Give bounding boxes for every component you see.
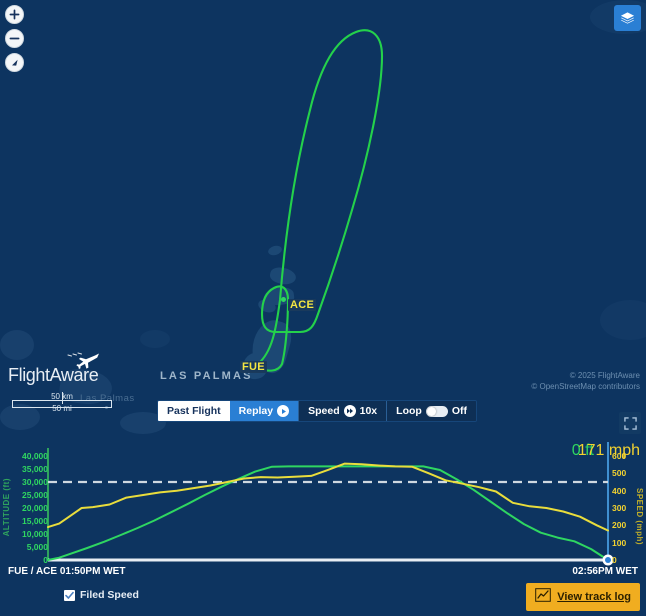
speed-tick-label: 600 xyxy=(612,451,627,461)
zoom-in-icon[interactable] xyxy=(5,5,24,24)
line-chart-icon xyxy=(535,587,552,607)
loop-toggle-switch[interactable] xyxy=(425,405,448,417)
flightaware-logo-text: FlightAware xyxy=(8,365,99,385)
timestamp-start: FUE / ACE 01:50PM WET xyxy=(8,566,126,577)
altitude-tick-label: 35,000 xyxy=(22,464,48,474)
scale-mi-row: 50 mi xyxy=(12,404,112,416)
flight-map[interactable]: ACE FUE LAS PALMAS Las Palmas FlightAwar… xyxy=(0,0,646,440)
speed-value: 10x xyxy=(359,405,378,417)
attribution-osm[interactable]: © OpenStreetMap contributors xyxy=(531,382,640,391)
flightaware-logo: FlightAware xyxy=(8,352,99,386)
speed-label: Speed xyxy=(308,405,340,417)
loop-toggle-knob xyxy=(426,406,436,416)
zoom-out-icon[interactable] xyxy=(5,29,24,48)
timestamp-end: 02:56PM WET xyxy=(572,566,638,577)
altitude-readout: 0 ft xyxy=(571,442,594,459)
airport-dot-ace xyxy=(281,297,286,302)
altitude-tick-label: 25,000 xyxy=(22,490,48,500)
fast-forward-icon xyxy=(343,405,356,417)
map-scale-bar: 50 km 50 mi xyxy=(12,392,112,416)
altitude-tick-label: 30,000 xyxy=(22,477,48,487)
speed-tick-label: 0 xyxy=(612,555,617,565)
airport-label-fue[interactable]: FUE xyxy=(240,361,267,373)
scale-km-label: 50 km xyxy=(51,392,73,401)
play-icon xyxy=(277,405,290,417)
view-track-log-label: View track log xyxy=(557,591,631,603)
altitude-tick-label: 5,000 xyxy=(26,542,48,552)
altitude-tick-label: 15,000 xyxy=(22,516,48,526)
replay-label: Replay xyxy=(238,405,274,417)
airport-label-ace[interactable]: ACE xyxy=(288,299,317,311)
island-shape xyxy=(120,412,166,434)
island-shape xyxy=(140,330,170,348)
altitude-tick-label: 40,000 xyxy=(22,451,48,461)
map-zoom-controls[interactable] xyxy=(5,5,24,77)
speed-tick-label: 100 xyxy=(612,537,627,548)
fullscreen-icon[interactable] xyxy=(619,412,641,434)
playback-control-bar[interactable]: Past Flight Replay Speed 10x Loop Off xyxy=(157,400,477,422)
speed-tick-label: 300 xyxy=(612,503,627,513)
island-shape xyxy=(0,404,40,430)
filed-speed-checkbox[interactable] xyxy=(64,589,75,601)
scale-mi-label: 50 mi xyxy=(52,404,72,413)
past-flight-label: Past Flight xyxy=(167,405,221,417)
scale-tick xyxy=(62,392,63,404)
loop-toggle[interactable]: Loop Off xyxy=(386,401,476,421)
past-flight-tab[interactable]: Past Flight xyxy=(158,401,230,421)
altitude-tick-label: 20,000 xyxy=(22,503,48,513)
compass-icon[interactable] xyxy=(5,53,24,72)
altitude-tick-label: 10,000 xyxy=(22,529,48,539)
layers-icon[interactable] xyxy=(614,5,641,31)
flight-track-path xyxy=(256,29,384,372)
region-label-las-palmas: LAS PALMAS xyxy=(160,370,253,382)
filed-speed-legend[interactable]: Filed Speed xyxy=(64,589,139,601)
city-label-las-palmas: Las Palmas xyxy=(80,393,135,404)
speed-selector[interactable]: Speed 10x xyxy=(298,401,387,421)
map-attribution: © 2025 FlightAware © OpenStreetMap contr… xyxy=(531,370,640,392)
chart-footer: Filed Speed View track log xyxy=(0,580,646,616)
speed-axis-title: SPEED (mph) xyxy=(635,488,644,546)
island-shape xyxy=(600,300,646,340)
replay-button[interactable]: Replay xyxy=(229,401,299,421)
view-track-log-button[interactable]: View track log xyxy=(526,583,640,611)
scale-km-row: 50 km xyxy=(12,392,112,404)
speed-tick-label: 200 xyxy=(612,520,627,531)
speed-tick-label: 500 xyxy=(612,468,627,479)
loop-state-label: Off xyxy=(451,405,467,417)
island-shape xyxy=(0,330,34,360)
scale-line-bottom xyxy=(12,404,112,408)
chart-plot-area xyxy=(47,442,614,566)
attribution-flightaware: © 2025 FlightAware xyxy=(569,371,640,380)
filed-speed-label: Filed Speed xyxy=(80,589,139,601)
airplane-icon xyxy=(66,352,102,375)
speed-tick-label: 400 xyxy=(612,485,627,496)
loop-label: Loop xyxy=(396,405,422,417)
altitude-tick-label: 0 xyxy=(43,555,48,565)
altitude-axis-title: ALTITUDE (ft) xyxy=(2,478,11,537)
